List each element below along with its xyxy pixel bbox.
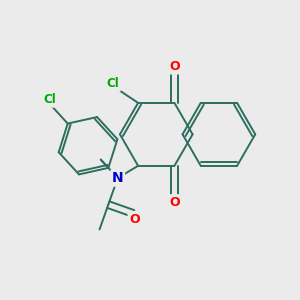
Text: O: O <box>129 212 140 226</box>
Text: N: N <box>112 171 124 185</box>
Text: Cl: Cl <box>44 93 56 106</box>
Text: O: O <box>169 60 180 73</box>
Text: O: O <box>169 196 180 208</box>
Text: Cl: Cl <box>107 77 119 90</box>
